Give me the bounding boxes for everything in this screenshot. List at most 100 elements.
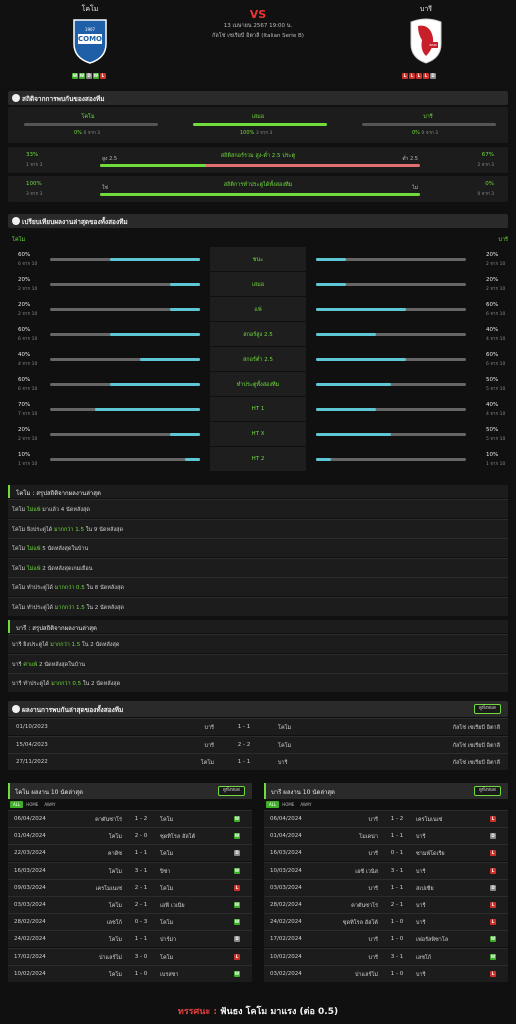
compare-label-cell: HT 2	[210, 447, 306, 471]
match-row: 28/02/2024 คาตันซาโร่ 2 - 1 บารี L	[264, 896, 508, 913]
result-badge: W	[234, 902, 240, 908]
btts-yes-label: ใช่	[102, 185, 108, 191]
score: 1 - 1	[134, 936, 148, 943]
home-sub: 6 จาก 10	[18, 262, 38, 267]
away-team: เอฟี เวเนีย	[160, 903, 185, 909]
over-label: สูง 2.5	[102, 156, 118, 162]
summary-subject: บารี ทำประตูได้	[12, 681, 52, 687]
view-all-away-button[interactable]: ดูทั้งหมด	[474, 786, 501, 796]
match-row: 01/04/2024 โมเดน่า 1 - 1 บารี D	[264, 827, 508, 845]
away-fill	[316, 308, 406, 311]
compare-row: 60% 6 จาก 10 ชนะ 20% 2 จาก 10	[8, 247, 508, 271]
away-fill	[316, 383, 391, 386]
summary-text: โคโม ไม่แพ้ มาแล้ว 4 นัดหลังสุด	[12, 506, 90, 514]
away-team-name: บารี	[419, 5, 433, 13]
away-pct: 20%	[486, 252, 499, 258]
compare-label-cell: สกอร์สูง 2.5	[210, 322, 306, 346]
home-team: บารี	[368, 851, 378, 858]
tab-all[interactable]: ALL	[10, 801, 24, 808]
away-team: โคโม	[160, 885, 174, 892]
summary-subject: โคโม	[12, 565, 27, 572]
score: 2 - 1	[134, 884, 148, 891]
match-row: 06/04/2024 คาตันซาโร่ 1 - 2 โคโม W	[8, 810, 252, 827]
summary-detail: 5 นัดหลังสุดในบ้าน	[40, 546, 89, 552]
btts-title: สถิติการทำประตูได้ทั้งสองทีม	[223, 182, 293, 188]
match-row: 16/03/2024 โคโม 3 - 1 ปิซ่า W	[8, 861, 252, 879]
h2h-results-section: ผลงานการพบกันล่าสุดของทั้งสองทีม ดูทั้งห…	[8, 701, 508, 717]
tab-home[interactable]: HOME	[26, 802, 39, 807]
result-badge: L	[234, 953, 240, 960]
compare-row: 20% 2 จาก 10 เสมอ 20% 2 จาก 10	[8, 272, 508, 296]
score: 3 - 0	[134, 953, 148, 960]
home-team: เลชโก้	[106, 920, 122, 927]
away-team-logo: BARI	[408, 16, 444, 64]
form-badge: W	[79, 73, 85, 79]
summary-text: โคโม ทำประตูได้ มากกว่า 0.5 ใน 8 นัดหลัง…	[12, 584, 124, 592]
btts-yes-fill	[100, 193, 420, 196]
tab-away[interactable]: AWAY	[44, 802, 56, 807]
summary-line: โคโม ทำประตูได้ มากกว่า 0.5 ใน 8 นัดหลัง…	[8, 577, 508, 596]
match-row: 06/04/2024 บารี 1 - 2 เครโมเนเซ่ L	[264, 810, 508, 827]
match-date: 22/03/2024	[14, 850, 46, 857]
summary-subject: โคโม ทำประตูได้	[12, 604, 55, 611]
home-win-label: โคโม	[81, 114, 95, 120]
away-bar	[316, 258, 466, 261]
tab-away[interactable]: AWAY	[300, 802, 312, 807]
away-bar	[316, 283, 466, 286]
summary-subject: บารี ยิงประตูได้	[12, 642, 51, 648]
compare-row: 40% 4 จาก 10 สกอร์ต่ำ 2.5 60% 6 จาก 10	[8, 347, 508, 371]
away-sub: 5 จาก 10	[486, 387, 506, 392]
tab-all[interactable]: ALL	[266, 801, 280, 808]
home-team: ปาแลร์โม่	[354, 971, 378, 978]
score: 2 - 0	[134, 833, 148, 840]
match-date: 27/11/2022	[16, 759, 48, 765]
away-team: โคโม	[160, 851, 174, 858]
home-team: บารี	[368, 937, 378, 944]
away-sub: 4 จาก 10	[486, 412, 506, 417]
compare-label-cell: ชนะ	[210, 247, 306, 271]
home-fill	[95, 408, 200, 411]
away-team: ปาร์ม่า	[160, 937, 177, 944]
home-fill	[140, 358, 200, 361]
summary-highlight: ไม่แพ้	[26, 565, 41, 572]
away-team: บารี	[416, 920, 426, 927]
away-pct: 40%	[486, 327, 499, 333]
home-pct: 20%	[18, 277, 31, 283]
result-badge: D	[234, 850, 240, 857]
h2h-outcome-panel: โคโม เสมอ บารี 0% 0 จาก 3 100% 3 จาก 3 0…	[8, 107, 508, 143]
away-team: บารี	[416, 868, 426, 875]
summary-text: บารี ทำประตูได้ มากกว่า 0.5 ใน 2 นัดหลัง…	[12, 680, 120, 688]
h2h-row: 01/10/2023 บารี 1 - 1 โคโม กัลโช่ เซเรียบี อ…	[8, 718, 508, 735]
view-all-home-button[interactable]: ดูทั้งหมด	[218, 786, 245, 796]
h2h-stats-section: สถิติจากการพบกันของสองทีม	[8, 91, 508, 105]
view-all-h2h-button[interactable]: ดูทั้งหมด	[474, 704, 501, 714]
home-win-sub: 0 จาก 3	[83, 131, 101, 136]
away-summary-section: บารี : สรุปสถิติจากผลงานล่าสุด	[8, 620, 508, 633]
home-sub: 4 จาก 10	[18, 362, 38, 367]
result-badge: W	[234, 816, 240, 822]
home-team: ปาแลร์โม่	[98, 954, 122, 961]
home-win-pct: 0%	[74, 130, 82, 136]
draw-fill	[193, 123, 327, 126]
summary-subject: บารี	[12, 661, 24, 668]
summary-detail: 2 นัดหลังสุดในบ้าน	[37, 661, 85, 668]
league: กัลโช่ เซเรียบี อิตาลี	[452, 725, 500, 731]
compare-label-cell: สกอร์ต่ำ 2.5	[210, 347, 306, 371]
away-fill	[316, 433, 391, 436]
draw-pct: 100%	[240, 130, 255, 136]
match-date: 10/02/2024	[270, 953, 302, 960]
away-sub: 2 จาก 10	[486, 262, 506, 267]
result-badge: W	[234, 867, 240, 874]
match-date: 16/03/2024	[14, 867, 46, 874]
away-sub: 4 จาก 10	[486, 337, 506, 342]
away-logo-text: BARI	[429, 43, 437, 47]
summary-line: บารี ทำประตูได้ มากกว่า 0.5 ใน 2 นัดหลัง…	[8, 673, 508, 692]
away-team: บารี	[416, 903, 426, 909]
home-sub: 2 จาก 10	[18, 312, 38, 317]
soccer-ball-icon	[12, 217, 20, 225]
match-row: 01/04/2024 โคโม 2 - 0 ซุดทิโรล ฮัลโต้ W	[8, 827, 252, 845]
home-bar	[50, 258, 200, 261]
tab-home[interactable]: HOME	[282, 802, 295, 807]
away-pct: 40%	[486, 402, 499, 408]
match-date: 24/02/2024	[14, 936, 46, 943]
